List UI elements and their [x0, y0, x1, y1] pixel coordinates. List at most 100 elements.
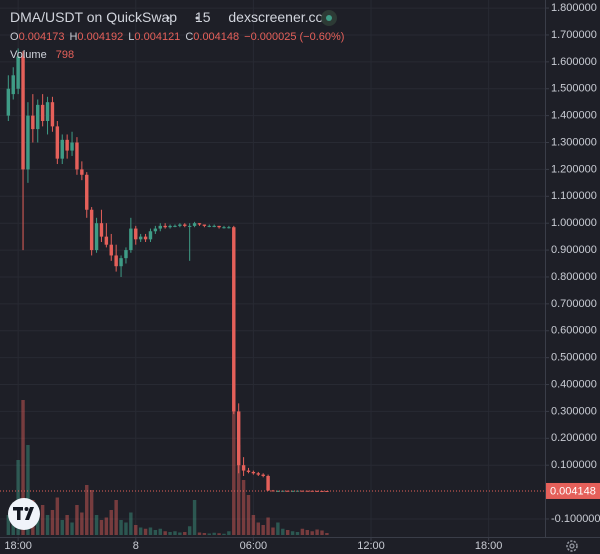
volume-bar — [104, 517, 109, 535]
volume-bar — [261, 525, 265, 535]
ohlc-value: 0.004173 — [19, 31, 65, 43]
candle-body — [129, 228, 133, 251]
interval: 15 — [195, 9, 211, 25]
volume-bar — [285, 530, 290, 535]
volume-bar — [236, 445, 241, 535]
volume-bar — [89, 490, 94, 535]
volume-bar — [75, 505, 79, 535]
candle-body — [31, 115, 35, 130]
candle-body — [266, 475, 270, 491]
ohlc-legend: O0.004173 H0.004192 L0.004121 C0.004148 −0.0… — [10, 31, 344, 43]
candle-body — [192, 223, 197, 226]
volume-bar — [114, 500, 118, 535]
volume-bar — [295, 532, 300, 535]
candle-body — [70, 142, 74, 151]
separator-dot — [195, 16, 199, 20]
candle-body — [36, 104, 40, 130]
volume-bar — [143, 528, 148, 535]
ohlc-value: 0.004121 — [134, 31, 180, 43]
y-tick-label: -0.100000 — [551, 513, 600, 525]
candle-body — [222, 227, 226, 229]
candle-body — [55, 126, 60, 159]
y-tick-label: 1.300000 — [551, 136, 597, 148]
y-tick-label: 0.400000 — [551, 378, 597, 390]
candle-body — [85, 174, 89, 210]
chart-title: DMA/USDT on QuickSwap — [10, 9, 177, 25]
logo-shape — [25, 507, 34, 520]
candle-body — [271, 490, 275, 492]
tradingview-logo[interactable] — [8, 498, 40, 530]
volume-bar — [202, 533, 207, 535]
volume-bar — [168, 532, 172, 535]
candle-body — [109, 244, 113, 256]
candle-body — [251, 471, 256, 474]
y-tick-label: 0.200000 — [551, 432, 597, 444]
ohlc-key: H — [69, 31, 77, 43]
volume-bar — [124, 522, 128, 535]
candle-body — [94, 223, 99, 251]
candle-body — [50, 102, 55, 127]
volume-bar — [305, 530, 310, 535]
volume-bar — [281, 528, 285, 535]
volume-bar — [21, 400, 25, 535]
candle-body — [99, 223, 104, 237]
ohlc-key: C — [185, 31, 193, 43]
source: dexscreener.com — [228, 9, 335, 25]
y-tick-label: 0.300000 — [551, 405, 597, 417]
candle-body — [80, 169, 84, 175]
volume-bar — [158, 528, 162, 535]
x-tick-label: 18:00 — [475, 540, 503, 552]
candle-body — [158, 225, 162, 229]
volume-bar — [222, 533, 226, 535]
volume-bar — [134, 525, 138, 535]
gear-center — [569, 543, 575, 549]
volume-bar — [94, 515, 99, 535]
volume-bar — [173, 531, 177, 535]
ohlc-value: 0.004192 — [77, 31, 123, 43]
volume-bar — [45, 515, 50, 535]
candle-body — [75, 142, 79, 170]
volume-label: Volume — [10, 49, 47, 61]
candle-body — [276, 490, 280, 492]
volume-bar — [217, 533, 221, 535]
volume-bar — [178, 532, 182, 535]
candles — [6, 48, 329, 492]
volume-bar — [207, 533, 211, 535]
volume-bar — [315, 529, 319, 535]
candle-body — [320, 490, 324, 492]
candle-body — [21, 56, 25, 170]
candle-body — [163, 225, 167, 228]
candle-body — [104, 236, 109, 245]
x-tick-label: 8 — [133, 540, 139, 552]
volume-bar — [227, 531, 231, 535]
volume-bar — [109, 510, 113, 535]
volume-bar — [129, 512, 133, 535]
candle-body — [207, 225, 211, 227]
candle-body — [16, 56, 20, 89]
change: −0.000025 (−0.60%) — [244, 31, 344, 43]
y-tick-label: 1.200000 — [551, 163, 597, 175]
y-tick-label: 1.000000 — [551, 217, 597, 229]
header: DMA/USDT on QuickSwap 15 dexscreener.com — [10, 9, 335, 25]
volume-bar — [325, 533, 329, 535]
candle-body — [26, 115, 30, 170]
volume-bar — [251, 515, 256, 535]
candle-body — [305, 490, 310, 492]
volume-bar — [148, 527, 153, 535]
y-tick-label: 0.900000 — [551, 244, 597, 256]
volume-bar — [65, 515, 69, 535]
volume-bar — [80, 512, 84, 535]
candle-body — [11, 75, 15, 95]
candle-body — [325, 490, 329, 492]
volume-bar — [320, 530, 324, 535]
volume-bar — [212, 532, 216, 535]
status-dot — [326, 15, 332, 21]
y-tick-label: 1.400000 — [551, 110, 597, 122]
settings-button[interactable] — [566, 540, 578, 552]
volume-bar — [36, 512, 40, 535]
volume-bar — [60, 520, 64, 535]
candle-body — [290, 490, 295, 492]
volume-bar — [119, 520, 123, 535]
ohlc-key: L — [128, 31, 134, 43]
